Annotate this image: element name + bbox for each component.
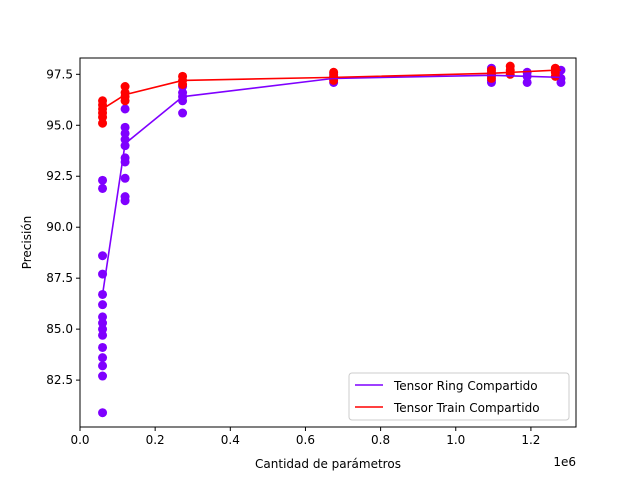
data-point (98, 361, 108, 371)
data-point (98, 183, 108, 193)
data-point (178, 108, 188, 118)
data-point (120, 96, 130, 106)
data-point (120, 196, 130, 206)
data-point (98, 353, 108, 363)
y-tick-label: 85.0 (46, 322, 73, 336)
y-tick-label: 87.5 (46, 271, 73, 285)
data-point (505, 69, 515, 79)
x-tick-label: 0.2 (146, 433, 165, 447)
legend: Tensor Ring Compartido Tensor Train Comp… (348, 372, 570, 421)
y-axis: 82.5 85.0 87.5 90.0 92.5 95.0 97.5 (46, 67, 80, 387)
data-point (98, 342, 108, 352)
data-point (98, 300, 108, 310)
y-tick-label: 95.0 (46, 118, 73, 132)
data-point (98, 330, 108, 340)
data-point (98, 408, 108, 418)
x-tick-label: 1.2 (521, 433, 540, 447)
legend-box (348, 372, 570, 421)
legend-label-tensor-ring: Tensor Ring Compartido (393, 379, 538, 393)
y-tick-label: 82.5 (46, 373, 73, 387)
series-line-tensor-train-compartido (102, 69, 561, 110)
x-axis: 0.0 0.2 0.4 0.6 0.8 1.0 1.2 (70, 427, 540, 447)
legend-label-tensor-train: Tensor Train Compartido (393, 401, 540, 415)
series-tensor-train-compartido (98, 61, 560, 128)
data-point (98, 371, 108, 381)
x-tick-label: 0.6 (296, 433, 315, 447)
plot-area (79, 57, 577, 428)
axes-frame (79, 57, 577, 428)
data-point (522, 77, 532, 87)
series-layer (98, 61, 566, 418)
y-axis-label: Precisión (20, 216, 34, 270)
data-point (98, 175, 108, 185)
x-tick-label: 0.8 (371, 433, 390, 447)
data-point (120, 173, 130, 183)
x-axis-label: Cantidad de parámetros (255, 457, 401, 471)
x-tick-label: 0.4 (221, 433, 240, 447)
x-tick-label: 0.0 (70, 433, 89, 447)
data-point (178, 80, 188, 90)
data-point (556, 77, 566, 87)
y-tick-label: 92.5 (46, 169, 73, 183)
data-point (98, 251, 108, 261)
x-tick-label: 1.0 (446, 433, 465, 447)
data-point (550, 71, 560, 81)
series-line-tensor-ring-compartido (101, 74, 561, 295)
y-tick-label: 97.5 (46, 67, 73, 81)
data-point (120, 104, 130, 114)
x-axis-offset-label: 1e6 (553, 455, 576, 469)
data-point (98, 118, 108, 128)
y-tick-label: 90.0 (46, 220, 73, 234)
